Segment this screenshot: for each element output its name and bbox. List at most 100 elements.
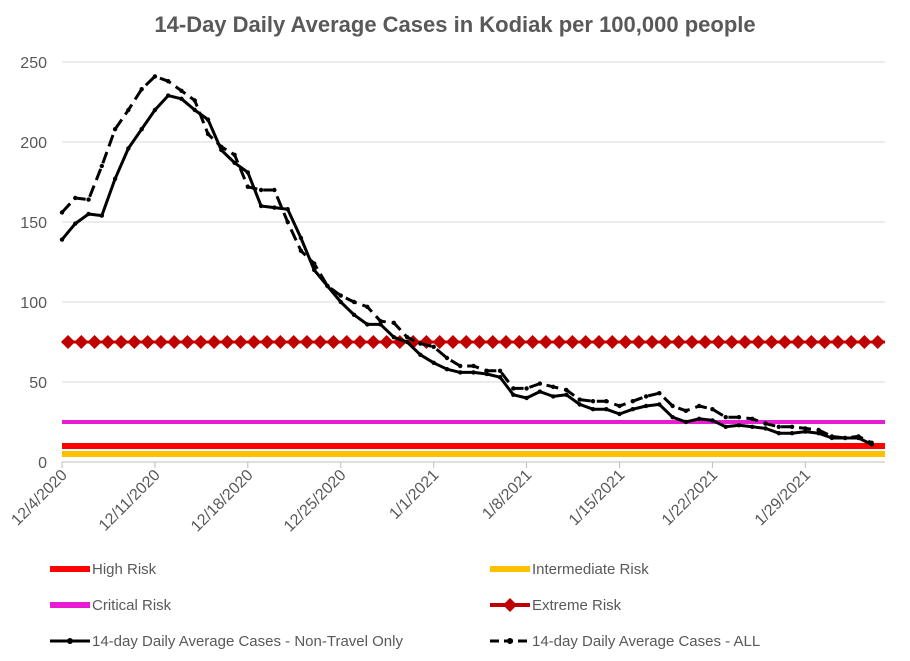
data-point-non-travel <box>192 107 197 113</box>
data-point-all <box>444 355 450 361</box>
data-point-non-travel <box>670 415 675 420</box>
extreme-risk-marker <box>114 335 129 349</box>
data-point-non-travel <box>471 370 476 375</box>
data-point-all <box>683 408 689 413</box>
data-point-all <box>789 424 795 429</box>
extreme-risk-marker <box>379 335 394 349</box>
extreme-risk-marker <box>366 335 381 349</box>
y-tick-label: 50 <box>29 375 47 392</box>
legend-label-extreme-risk: Extreme Risk <box>532 596 622 614</box>
extreme-risk-marker <box>870 335 885 349</box>
extreme-risk-marker <box>339 335 354 349</box>
extreme-risk-marker <box>538 335 553 349</box>
extreme-risk-marker <box>260 335 275 349</box>
data-point-non-travel <box>298 235 304 241</box>
extreme-risk-marker <box>61 335 75 349</box>
data-point-all <box>842 435 848 441</box>
extreme-risk-marker <box>286 335 301 349</box>
data-point-non-travel <box>391 335 397 340</box>
extreme-risk-marker <box>817 335 832 349</box>
data-point-non-travel <box>736 423 742 428</box>
series-line-non-travel <box>60 94 873 446</box>
data-point-non-travel <box>696 416 702 421</box>
y-tick-label: 0 <box>38 455 47 472</box>
data-point-non-travel <box>537 389 543 394</box>
data-point-all <box>86 197 91 202</box>
x-tick-label: 1/8/2021 <box>479 467 535 523</box>
extreme-risk-marker <box>645 335 660 349</box>
x-tick-label: 12/25/2020 <box>281 467 350 536</box>
data-point-non-travel <box>285 207 290 212</box>
extreme-risk-marker <box>220 335 235 349</box>
data-point-non-travel <box>258 203 264 209</box>
data-point-non-travel <box>365 322 370 327</box>
data-point-non-travel <box>524 395 529 401</box>
data-point-non-travel <box>232 160 237 165</box>
extreme-risk-marker <box>512 335 527 349</box>
extreme-risk-marker <box>445 335 460 349</box>
data-point-non-travel <box>750 424 755 429</box>
data-point-non-travel <box>378 322 383 327</box>
extreme-risk-marker <box>326 335 341 349</box>
extreme-risk-marker <box>472 335 487 349</box>
data-point-all <box>73 195 78 201</box>
y-tick-label: 100 <box>20 295 47 312</box>
data-point-all <box>351 299 357 305</box>
legend-item-intermediate-risk: Intermediate Risk <box>490 557 649 581</box>
data-point-all <box>630 399 635 404</box>
extreme-risk-marker <box>432 335 447 349</box>
legend-item-extreme-risk: Extreme Risk <box>490 593 621 617</box>
data-point-non-travel <box>630 407 635 412</box>
extreme-risk-marker <box>74 335 89 349</box>
data-point-all <box>325 283 330 289</box>
extreme-risk-marker <box>180 335 195 349</box>
data-point-all <box>511 386 516 391</box>
data-point-all <box>418 341 423 346</box>
data-point-all <box>723 415 728 420</box>
extreme-risk-marker <box>207 335 222 349</box>
data-point-all <box>378 319 383 324</box>
data-point-non-travel <box>312 267 317 273</box>
data-point-all <box>165 79 171 84</box>
data-point-all <box>219 144 224 149</box>
legend-item-critical-risk: Critical Risk <box>50 593 171 617</box>
data-point-all <box>365 304 370 309</box>
extreme-risk-marker <box>830 335 845 349</box>
data-point-non-travel <box>338 299 343 305</box>
data-point-non-travel <box>152 107 158 113</box>
legend-swatch-non-travel <box>50 638 90 644</box>
extreme-risk-marker <box>857 335 872 349</box>
data-point-non-travel <box>245 170 251 175</box>
x-tick-label: 12/18/2020 <box>188 467 257 536</box>
data-point-all <box>404 335 410 340</box>
extreme-risk-marker <box>552 335 567 349</box>
data-point-all <box>458 363 463 369</box>
data-point-non-travel <box>272 205 277 210</box>
data-point-all <box>312 261 317 266</box>
data-point-all <box>829 434 835 439</box>
extreme-risk-marker <box>499 335 514 349</box>
x-tick-label: 12/4/2020 <box>8 467 70 529</box>
data-point-non-travel <box>484 371 489 377</box>
legend-item-all: 14-day Daily Average Cases - ALL <box>490 629 760 653</box>
y-tick-label: 150 <box>20 215 47 232</box>
extreme-risk-marker <box>153 335 168 349</box>
data-point-all <box>604 399 609 404</box>
x-tick-label: 1/15/2021 <box>566 467 628 529</box>
data-point-all <box>179 88 184 94</box>
data-point-non-travel <box>458 370 463 375</box>
data-point-non-travel <box>550 394 556 399</box>
data-point-all <box>564 387 569 393</box>
data-point-non-travel <box>59 237 65 242</box>
data-point-all <box>617 403 622 409</box>
legend-item-high-risk: High Risk <box>50 557 156 581</box>
extreme-risk-marker <box>737 335 752 349</box>
extreme-risk-marker <box>127 335 142 349</box>
data-point-all <box>258 187 264 193</box>
extreme-risk-marker <box>459 335 474 349</box>
data-point-all <box>869 440 874 445</box>
data-point-non-travel <box>683 419 689 425</box>
data-point-all <box>710 407 715 412</box>
data-point-all <box>590 399 596 404</box>
legend-item-non-travel: 14-day Daily Average Cases - Non-Travel … <box>50 629 403 653</box>
